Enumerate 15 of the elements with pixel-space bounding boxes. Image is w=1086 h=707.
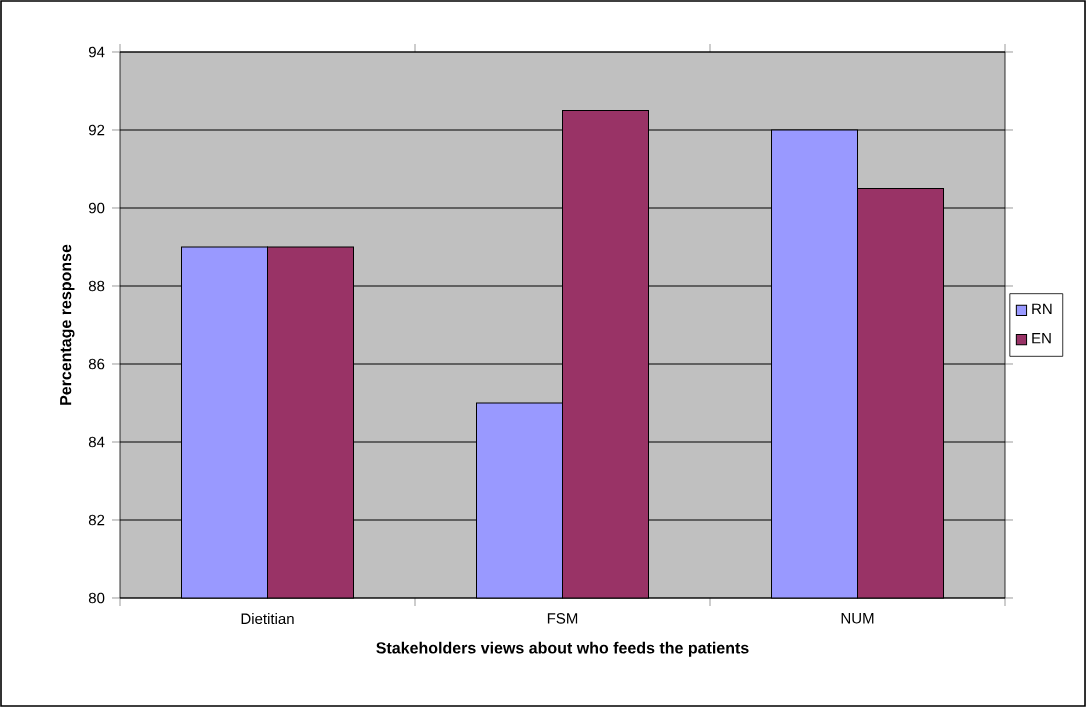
x-tick-label: FSM [547,613,578,624]
y-tick-label: 80 [88,592,105,604]
y-tick-label: 82 [88,514,105,526]
y-tick-label: 88 [88,280,105,292]
x-axis-title: Stakeholders views about who feeds the patients [376,641,749,657]
y-tick-label: 90 [88,202,105,214]
y-tick-label: 94 [88,46,105,58]
legend-label: RN [1032,303,1052,314]
x-tick-label: NUM [841,613,874,624]
y-tick-label: 84 [88,436,105,448]
x-tick-label: Dietitian [241,613,294,625]
y-tick-label: 86 [88,358,105,370]
legend-label: EN [1032,333,1051,344]
y-axis-title: Percentage response [60,244,75,405]
y-tick-label: 92 [88,124,105,136]
